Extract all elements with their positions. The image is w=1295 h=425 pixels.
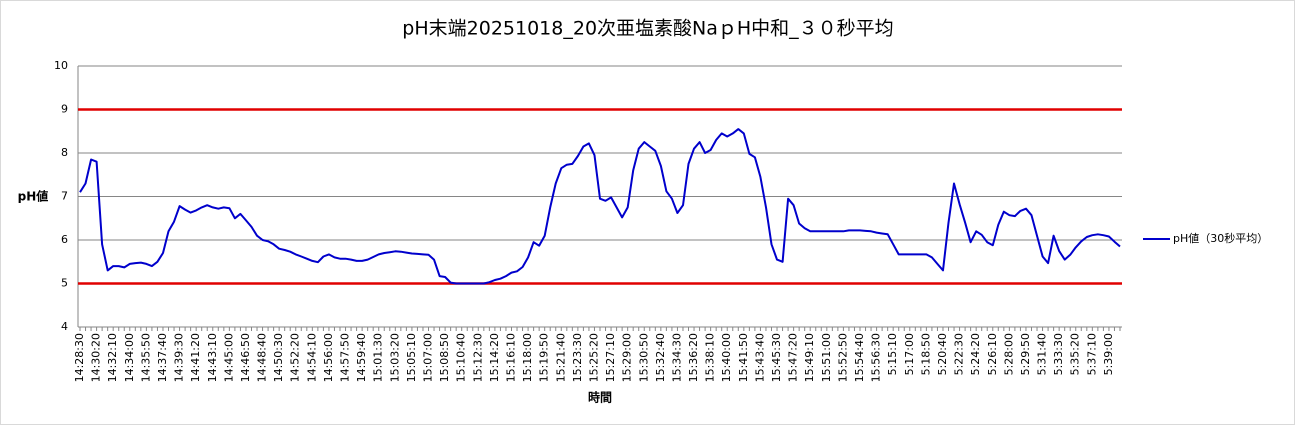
x-tick-label: 15:54:40	[853, 333, 866, 382]
x-tick-label: 15:27:10	[604, 333, 617, 382]
x-tick-label: 14:46:50	[239, 333, 252, 382]
x-tick-label: 14:54:10	[305, 333, 318, 382]
x-tick-label: 5:26:10	[986, 333, 999, 375]
x-tick-label: 15:21:40	[554, 333, 567, 382]
chart-title: pH末端20251018_20次亜塩素酸NaｐH中和_３０秒平均	[402, 18, 893, 40]
x-tick-label: 15:18:00	[521, 333, 534, 382]
x-tick-label: 14:30:20	[90, 333, 103, 382]
x-tick-label: 5:29:50	[1019, 333, 1032, 375]
x-tick-label: 15:36:20	[687, 333, 700, 382]
x-tick-label: 5:39:00	[1102, 333, 1115, 375]
x-tick-label: 15:14:20	[488, 333, 501, 382]
x-tick-label: 14:32:10	[106, 333, 119, 382]
y-tick-label: 10	[54, 59, 68, 72]
x-tick-label: 14:39:30	[173, 333, 186, 382]
x-tick-label: 14:48:40	[256, 333, 269, 382]
y-axis-title: pH値	[18, 189, 49, 204]
y-tick-label: 4	[61, 320, 68, 333]
x-tick-label: 14:59:40	[355, 333, 368, 382]
x-tick-label: 15:03:20	[388, 333, 401, 382]
x-tick-label: 15:16:10	[504, 333, 517, 382]
data-line	[79, 128, 1121, 285]
x-tick-label: 15:34:30	[670, 333, 683, 382]
x-tick-label: 14:56:00	[322, 333, 335, 382]
x-tick-label: 15:23:30	[571, 333, 584, 382]
x-tick-label: 15:12:30	[471, 333, 484, 382]
x-tick-label: 5:17:00	[903, 333, 916, 375]
y-tick-label: 6	[61, 233, 68, 246]
y-tick-label: 8	[61, 146, 68, 159]
x-tick-label: 15:41:50	[737, 333, 750, 382]
x-tick-label: 15:19:50	[538, 333, 551, 382]
x-tick-label: 14:41:20	[189, 333, 202, 382]
x-tick-label: 15:29:00	[621, 333, 634, 382]
x-tick-label: 14:57:50	[339, 333, 352, 382]
x-tick-label: 15:10:40	[455, 333, 468, 382]
x-tick-label: 14:37:40	[156, 333, 169, 382]
x-tick-label: 5:31:40	[1036, 333, 1049, 375]
x-tick-label: 5:28:00	[1002, 333, 1015, 375]
x-tick-label: 14:35:50	[139, 333, 152, 382]
x-tick-label: 5:18:50	[919, 333, 932, 375]
x-tick-label: 15:25:20	[587, 333, 600, 382]
x-tick-label: 15:05:10	[405, 333, 418, 382]
y-tick-label: 5	[61, 277, 68, 290]
x-tick-label: 14:43:10	[206, 333, 219, 382]
y-tick-label: 9	[61, 103, 68, 116]
x-tick-label: 15:51:00	[820, 333, 833, 382]
x-tick-label: 15:43:40	[753, 333, 766, 382]
x-tick-label: 14:34:00	[123, 333, 136, 382]
x-tick-label: 15:49:10	[803, 333, 816, 382]
x-tick-label: 5:35:20	[1069, 333, 1082, 375]
x-tick-label: 15:47:20	[787, 333, 800, 382]
x-tick-label: 5:24:20	[969, 333, 982, 375]
x-tick-label: 15:52:50	[836, 333, 849, 382]
x-tick-label: 5:22:30	[953, 333, 966, 375]
x-tick-label: 15:07:00	[422, 333, 435, 382]
x-tick-label: 15:45:30	[770, 333, 783, 382]
x-tick-label: 15:30:50	[637, 333, 650, 382]
x-tick-label: 5:20:40	[936, 333, 949, 375]
legend-label: pH値（30秒平均）	[1173, 231, 1268, 245]
x-tick-label: 14:45:00	[222, 333, 235, 382]
x-tick-label: 14:28:30	[73, 333, 86, 382]
x-tick-label: 5:37:10	[1085, 333, 1098, 375]
x-tick-label: 5:33:30	[1052, 333, 1065, 375]
x-tick-label: 15:01:30	[372, 333, 385, 382]
x-tick-label: 15:40:00	[720, 333, 733, 382]
x-tick-label: 15:08:50	[438, 333, 451, 382]
x-axis-title: 時間	[588, 390, 612, 405]
x-tick-label: 14:52:20	[289, 333, 302, 382]
y-tick-label: 7	[61, 190, 68, 203]
x-tick-label: 15:38:10	[704, 333, 717, 382]
x-tick-label: 15:56:30	[870, 333, 883, 382]
x-tick-label: 5:15:10	[886, 333, 899, 375]
x-tick-label: 15:32:40	[654, 333, 667, 382]
x-tick-label: 14:50:30	[272, 333, 285, 382]
